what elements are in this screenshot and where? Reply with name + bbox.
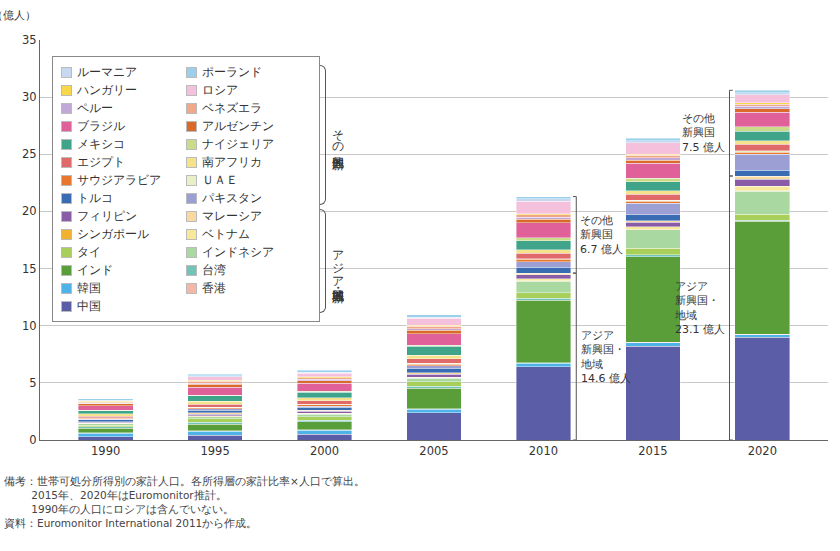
html-text:ＵＡＥ: ＵＡＥ <box>202 172 238 187</box>
html-text:1990年の人口にロシアは含んでいない。: 1990年の人口にロシアは含んでいない。 <box>31 503 234 515</box>
html-text:資料：Euromonitor International 2: 資料：Euromonitor International 2011から作成。 <box>4 517 258 529</box>
svg-text:（億人）: （億人） <box>0 9 36 22</box>
svg-text:アジア新興国・地域14.6 億人: アジア新興国・地域14.6 億人 <box>580 329 631 385</box>
svg-text:15: 15 <box>22 262 37 276</box>
html-text:ブラジル: ブラジル <box>77 118 125 133</box>
svg-text:30: 30 <box>22 90 37 104</box>
html-text:アルゼンチン: アルゼンチン <box>202 118 274 133</box>
html-text:ベネズエラ: ベネズエラ <box>202 100 262 115</box>
html-text:マレーシア: マレーシア <box>202 208 262 223</box>
html-text:香港: 香港 <box>202 280 226 295</box>
svg-text:2015: 2015 <box>638 444 667 458</box>
svg-text:1990: 1990 <box>91 444 120 458</box>
svg-text:1995: 1995 <box>200 444 229 458</box>
html-text:中国: 中国 <box>77 298 101 313</box>
html-text:タイ: タイ <box>77 244 101 259</box>
html-text:フィリピン: フィリピン <box>77 208 137 223</box>
html-text:ペルー: ペルー <box>77 100 113 115</box>
svg-text:2020: 2020 <box>748 444 777 458</box>
svg-text:アジア新興国・地域23.1 億人: アジア新興国・地域23.1 億人 <box>674 280 725 336</box>
html-text:パキスタン: パキスタン <box>202 190 262 205</box>
html-text:サウジアラビア: サウジアラビア <box>77 172 161 187</box>
html-text:ポーランド: ポーランド <box>202 64 262 79</box>
html-text:ナイジェリア: ナイジェリア <box>202 136 274 151</box>
svg-text:20: 20 <box>22 204 37 218</box>
html-text:エジプト: エジプト <box>77 154 125 169</box>
html-text:その他新興国: その他新興国 <box>331 122 345 148</box>
svg-text:35: 35 <box>22 33 37 47</box>
html-text:南アフリカ: 南アフリカ <box>202 154 262 169</box>
svg-text:5: 5 <box>29 376 36 390</box>
html-text:ロシア: ロシア <box>202 82 238 97</box>
svg-text:25: 25 <box>22 147 37 161</box>
html-text:トルコ: トルコ <box>77 190 113 205</box>
svg-text:2005: 2005 <box>419 444 448 458</box>
html-text:韓国: 韓国 <box>77 280 101 295</box>
svg-text:10: 10 <box>22 319 37 333</box>
svg-text:0: 0 <box>29 433 36 447</box>
html-text:インド: インド <box>77 262 113 277</box>
html-text:シンガポール: シンガポール <box>77 226 149 241</box>
html-text:インドネシア: インドネシア <box>202 244 274 259</box>
html-text:アジア新興国・地域: アジア新興国・地域 <box>331 241 345 281</box>
html-text:台湾: 台湾 <box>202 262 226 277</box>
svg-text:その他新興国7.5 億人: その他新興国7.5 億人 <box>682 112 725 154</box>
html-text:備考：世帯可処分所得別の家計人口。各所得層の家計比率×人口で: 備考：世帯可処分所得別の家計人口。各所得層の家計比率×人口で算出。 <box>4 475 365 487</box>
svg-text:2010: 2010 <box>529 444 558 458</box>
svg-text:その他新興国6.7 億人: その他新興国6.7 億人 <box>580 214 623 256</box>
svg-text:2000: 2000 <box>310 444 339 458</box>
html-text:ルーマニア: ルーマニア <box>77 64 137 79</box>
html-text:ハンガリー: ハンガリー <box>77 82 137 97</box>
html-text:2015年、2020年はEuromonitor推計。: 2015年、2020年はEuromonitor推計。 <box>31 489 227 501</box>
html-text:ベトナム: ベトナム <box>202 226 250 241</box>
html-text:メキシコ: メキシコ <box>77 136 125 151</box>
